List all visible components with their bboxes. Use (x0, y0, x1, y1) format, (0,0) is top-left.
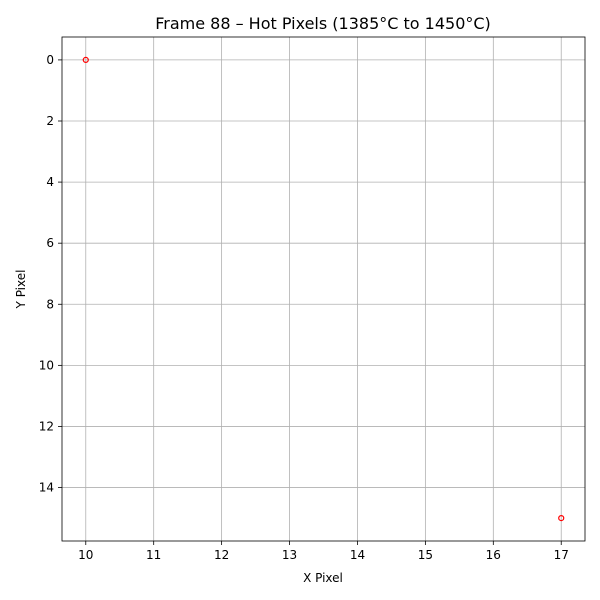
x-tick-label: 15 (418, 548, 433, 562)
x-axis: 10 11 12 13 14 15 16 17 (78, 541, 569, 562)
x-tick-label: 11 (146, 548, 161, 562)
y-tick-label: 4 (46, 175, 54, 189)
x-tick-label: 17 (554, 548, 569, 562)
grid (62, 37, 585, 541)
x-tick-label: 10 (78, 548, 93, 562)
chart-title: Frame 88 – Hot Pixels (1385°C to 1450°C) (155, 14, 491, 33)
x-axis-label: X Pixel (303, 571, 343, 585)
data-point (558, 514, 565, 522)
y-tick-label: 14 (39, 481, 54, 495)
plot-frame (61, 36, 586, 542)
y-tick-label: 10 (39, 358, 54, 372)
y-tick-label: 0 (46, 53, 54, 67)
x-tick-label: 12 (214, 548, 229, 562)
x-tick-label: 16 (486, 548, 501, 562)
x-tick-label: 14 (350, 548, 365, 562)
data-point (82, 56, 89, 64)
data-points (82, 56, 565, 522)
y-tick-label: 8 (46, 297, 54, 311)
y-tick-label: 6 (46, 236, 54, 250)
x-tick-label: 13 (282, 548, 297, 562)
y-axis-label: Y Pixel (14, 270, 28, 310)
y-tick-label: 2 (46, 114, 54, 128)
y-tick-label: 12 (39, 419, 54, 433)
y-axis: 0 2 4 6 8 10 12 14 (39, 53, 62, 495)
